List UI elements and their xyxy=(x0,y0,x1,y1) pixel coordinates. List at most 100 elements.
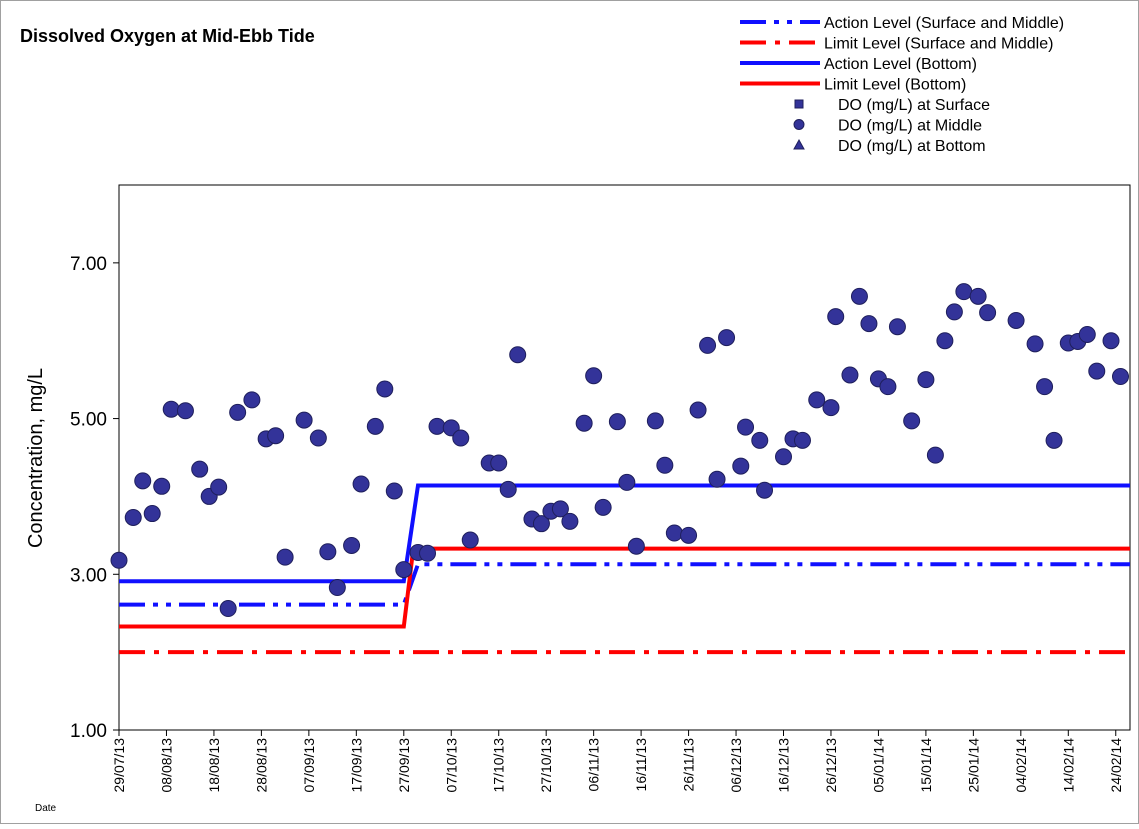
x-tick-label: 26/12/13 xyxy=(823,738,839,793)
marker xyxy=(646,412,664,430)
marker xyxy=(551,500,569,518)
x-tick-label: 26/11/13 xyxy=(681,738,697,792)
marker xyxy=(1007,311,1025,329)
marker xyxy=(827,308,845,326)
legend-swatch xyxy=(793,138,805,150)
legend-label: Limit Level (Surface and Middle) xyxy=(824,36,1053,53)
y-tick-label: 1.00 xyxy=(70,721,107,742)
x-tick-label: 15/01/14 xyxy=(918,738,934,793)
marker xyxy=(276,548,294,566)
marker xyxy=(191,460,209,478)
series-line xyxy=(119,546,1130,629)
marker xyxy=(969,287,987,305)
marker xyxy=(585,367,603,385)
series-line xyxy=(119,483,1130,584)
marker xyxy=(352,475,370,493)
marker xyxy=(343,536,361,554)
marker xyxy=(509,346,527,364)
x-tick-label: 17/09/13 xyxy=(348,738,364,793)
marker xyxy=(665,524,683,542)
x-tick-label: 16/11/13 xyxy=(633,738,649,792)
marker xyxy=(627,537,645,555)
marker xyxy=(732,457,750,475)
marker xyxy=(737,418,755,436)
marker xyxy=(793,431,811,449)
legend-label: Action Level (Bottom) xyxy=(824,56,977,73)
x-axis-label: Date xyxy=(35,803,57,814)
marker xyxy=(243,391,261,409)
marker xyxy=(267,427,285,445)
marker xyxy=(229,403,247,421)
marker xyxy=(608,413,626,431)
x-tick-label: 29/07/13 xyxy=(111,738,127,793)
legend-swatch xyxy=(794,99,804,109)
marker xyxy=(756,481,774,499)
legend-label: DO (mg/L) at Surface xyxy=(838,97,990,114)
marker xyxy=(295,411,313,429)
marker xyxy=(822,399,840,417)
x-tick-label: 05/01/14 xyxy=(870,738,886,793)
marker xyxy=(309,429,327,447)
marker xyxy=(945,303,963,321)
marker xyxy=(376,380,394,398)
marker xyxy=(699,336,717,354)
x-tick-label: 04/02/14 xyxy=(1013,738,1029,793)
marker xyxy=(879,378,897,396)
marker xyxy=(850,287,868,305)
x-tick-label: 17/10/13 xyxy=(491,738,507,793)
y-tick-label: 7.00 xyxy=(70,254,107,275)
marker xyxy=(594,498,612,516)
marker xyxy=(219,600,237,618)
marker xyxy=(134,472,152,490)
marker xyxy=(936,332,954,350)
marker xyxy=(1036,378,1054,396)
marker xyxy=(532,515,550,533)
x-tick-label: 14/02/14 xyxy=(1060,738,1076,793)
marker xyxy=(328,579,346,597)
marker xyxy=(680,526,698,544)
legend-label: DO (mg/L) at Middle xyxy=(838,118,982,135)
marker xyxy=(452,429,470,447)
legend-label: Limit Level (Bottom) xyxy=(824,77,966,94)
x-tick-label: 24/02/14 xyxy=(1108,738,1124,793)
marker xyxy=(917,371,935,389)
marker xyxy=(1045,431,1063,449)
marker xyxy=(490,454,508,472)
legend-swatch xyxy=(793,119,805,130)
marker xyxy=(143,505,161,523)
marker xyxy=(319,543,337,561)
marker xyxy=(618,473,636,491)
plot-area xyxy=(118,184,1131,731)
x-tick-label: 16/12/13 xyxy=(776,738,792,793)
marker xyxy=(1078,325,1096,343)
marker xyxy=(751,431,769,449)
marker xyxy=(561,512,579,530)
marker xyxy=(210,478,228,496)
y-tick-label: 5.00 xyxy=(70,410,107,431)
marker xyxy=(395,561,413,579)
marker xyxy=(656,456,674,474)
marker xyxy=(162,400,180,418)
marker xyxy=(428,417,446,435)
x-tick-label: 18/08/13 xyxy=(206,738,222,793)
x-tick-label: 06/12/13 xyxy=(728,738,744,793)
legend-label: Action Level (Surface and Middle) xyxy=(824,15,1064,32)
y-axis-label: Concentration, mg/L xyxy=(25,368,47,548)
marker xyxy=(1102,332,1120,350)
marker xyxy=(775,448,793,466)
chart-title: Dissolved Oxygen at Mid-Ebb Tide xyxy=(20,26,315,46)
marker xyxy=(841,366,859,384)
x-tick-label: 08/08/13 xyxy=(158,738,174,793)
marker xyxy=(176,402,194,420)
marker xyxy=(708,470,726,488)
y-tick-label: 3.00 xyxy=(70,565,107,586)
x-tick-label: 27/10/13 xyxy=(538,738,554,793)
x-tick-label: 06/11/13 xyxy=(586,738,602,792)
marker xyxy=(124,508,142,526)
marker xyxy=(1026,335,1044,353)
marker xyxy=(1112,368,1130,386)
marker xyxy=(499,480,517,498)
legend-label: DO (mg/L) at Bottom xyxy=(838,138,986,155)
marker xyxy=(718,329,736,347)
